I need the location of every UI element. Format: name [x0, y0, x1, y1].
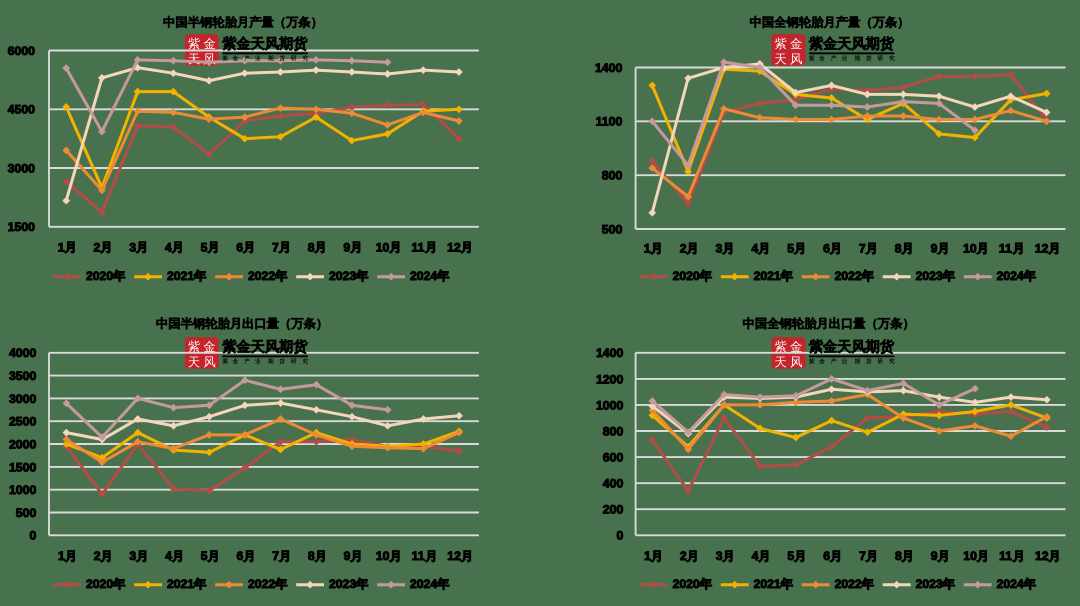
svg-text:10: 10 — [963, 549, 977, 563]
svg-text:1000: 1000 — [596, 398, 624, 412]
svg-text:7: 7 — [272, 549, 279, 563]
svg-text:12: 12 — [447, 549, 461, 563]
svg-text:3: 3 — [716, 242, 723, 256]
svg-text:5: 5 — [787, 242, 794, 256]
svg-text:2024: 2024 — [997, 269, 1024, 283]
svg-text:1100: 1100 — [596, 115, 623, 129]
svg-text:12: 12 — [1035, 549, 1049, 563]
svg-text:2022: 2022 — [248, 577, 275, 591]
svg-text:3000: 3000 — [9, 392, 37, 406]
svg-text:2024: 2024 — [410, 577, 437, 591]
svg-text:2021: 2021 — [167, 577, 194, 591]
svg-text:3000: 3000 — [8, 161, 36, 175]
svg-text:11: 11 — [411, 240, 424, 254]
svg-text:4: 4 — [752, 549, 759, 563]
svg-text:1000: 1000 — [9, 483, 37, 497]
svg-text:11: 11 — [999, 549, 1012, 563]
svg-text:6: 6 — [237, 549, 244, 563]
svg-text:2020: 2020 — [86, 269, 113, 283]
svg-text:2020: 2020 — [673, 269, 700, 283]
svg-text:2023: 2023 — [329, 269, 356, 283]
svg-text:2020: 2020 — [86, 577, 113, 591]
svg-text:4000: 4000 — [9, 346, 37, 360]
svg-text:4500: 4500 — [8, 103, 36, 117]
svg-text:2: 2 — [680, 242, 687, 256]
svg-text:4: 4 — [751, 242, 758, 256]
svg-text:6: 6 — [236, 240, 243, 254]
svg-text:1: 1 — [644, 242, 651, 256]
svg-text:400: 400 — [603, 477, 624, 491]
svg-text:2024: 2024 — [410, 269, 437, 283]
svg-text:12: 12 — [447, 240, 461, 254]
svg-text:2022: 2022 — [835, 269, 862, 283]
svg-text:2: 2 — [94, 240, 101, 254]
svg-text:9: 9 — [931, 242, 938, 256]
svg-text:2020: 2020 — [673, 577, 700, 591]
svg-text:3: 3 — [716, 549, 723, 563]
svg-text:1400: 1400 — [596, 346, 624, 360]
svg-text:7: 7 — [859, 549, 866, 563]
svg-text:1500: 1500 — [9, 460, 37, 474]
svg-text:4: 4 — [165, 549, 172, 563]
svg-text:11: 11 — [412, 549, 425, 563]
svg-text:5: 5 — [201, 240, 208, 254]
svg-text:9: 9 — [344, 549, 351, 563]
svg-text:1200: 1200 — [596, 372, 624, 386]
svg-text:1: 1 — [644, 549, 651, 563]
svg-text:1400: 1400 — [595, 61, 623, 75]
svg-text:9: 9 — [343, 240, 350, 254]
svg-text:2022: 2022 — [248, 269, 275, 283]
svg-text:2: 2 — [680, 549, 687, 563]
svg-text:6: 6 — [823, 242, 830, 256]
svg-text:9: 9 — [931, 549, 938, 563]
svg-text:2024: 2024 — [997, 577, 1024, 591]
svg-text:7: 7 — [272, 240, 279, 254]
svg-text:3500: 3500 — [9, 369, 37, 383]
svg-text:11: 11 — [999, 242, 1012, 256]
svg-text:2000: 2000 — [9, 437, 37, 451]
svg-text:8: 8 — [308, 240, 315, 254]
svg-text:1: 1 — [58, 240, 65, 254]
svg-text:6000: 6000 — [8, 44, 36, 58]
svg-text:2022: 2022 — [835, 577, 862, 591]
svg-text:2021: 2021 — [754, 577, 781, 591]
svg-text:10: 10 — [963, 242, 977, 256]
svg-text:2023: 2023 — [916, 269, 943, 283]
svg-text:10: 10 — [376, 240, 390, 254]
svg-text:500: 500 — [16, 506, 37, 520]
svg-text:0: 0 — [29, 529, 36, 543]
svg-text:2023: 2023 — [916, 577, 943, 591]
svg-text:1500: 1500 — [8, 220, 36, 234]
svg-text:800: 800 — [602, 169, 623, 183]
svg-text:3: 3 — [129, 240, 136, 254]
svg-text:5: 5 — [201, 549, 208, 563]
svg-text:8: 8 — [308, 549, 315, 563]
svg-text:2500: 2500 — [9, 415, 37, 429]
svg-text:600: 600 — [603, 451, 624, 465]
svg-text:10: 10 — [376, 549, 390, 563]
svg-text:0: 0 — [616, 529, 623, 543]
svg-text:800: 800 — [603, 424, 624, 438]
svg-text:8: 8 — [895, 242, 902, 256]
svg-text:6: 6 — [823, 549, 830, 563]
svg-text:12: 12 — [1035, 242, 1049, 256]
svg-text:200: 200 — [603, 503, 624, 517]
svg-text:1: 1 — [58, 549, 65, 563]
svg-text:2023: 2023 — [329, 577, 356, 591]
svg-text:500: 500 — [602, 222, 623, 236]
svg-text:5: 5 — [787, 549, 794, 563]
svg-text:2021: 2021 — [754, 269, 781, 283]
svg-text:2: 2 — [94, 549, 101, 563]
svg-text:4: 4 — [165, 240, 172, 254]
svg-text:3: 3 — [129, 549, 136, 563]
svg-text:8: 8 — [895, 549, 902, 563]
svg-text:2021: 2021 — [167, 269, 194, 283]
svg-text:7: 7 — [859, 242, 866, 256]
